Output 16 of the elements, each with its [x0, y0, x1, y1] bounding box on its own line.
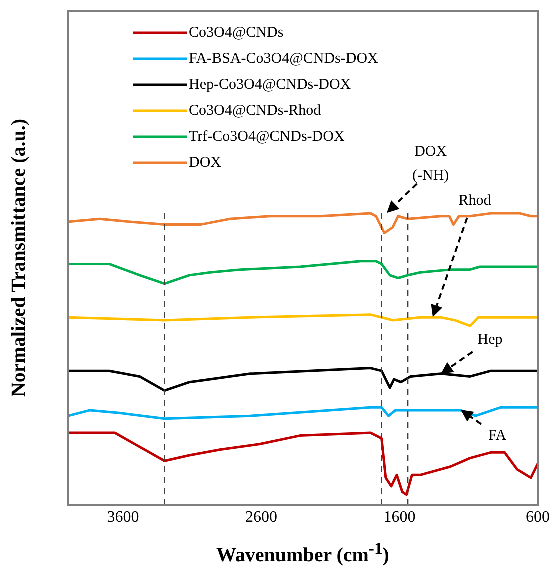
x-axis-title: Wavenumber (cm$^{-1}$) [216, 539, 390, 568]
annotation: FA [488, 427, 507, 446]
legend-label: Co3O4@CNDs-Rhod [189, 102, 322, 119]
x-tick-label: 1600 [384, 508, 416, 526]
x-tick-label: 600 [526, 508, 550, 526]
x-tick-label: 3600 [107, 508, 140, 526]
legend-label: FA-BSA-Co3O4@CNDs-DOX [189, 50, 379, 67]
text: DOX (-NH) [412, 143, 450, 186]
text: Rhod [458, 192, 492, 212]
x-tick-label: 2600 [246, 508, 278, 526]
legend-label: DOX [189, 154, 222, 171]
legend-label: Co3O4@CNDs [189, 24, 284, 41]
legend-label: Trf-Co3O4@CNDs-DOX [189, 128, 345, 145]
y-axis-title: Normalized Transmittance (a.u.) [8, 118, 30, 398]
legend-label: Hep-Co3O4@CNDs-DOX [189, 76, 352, 93]
annotation: Hep [478, 330, 503, 350]
